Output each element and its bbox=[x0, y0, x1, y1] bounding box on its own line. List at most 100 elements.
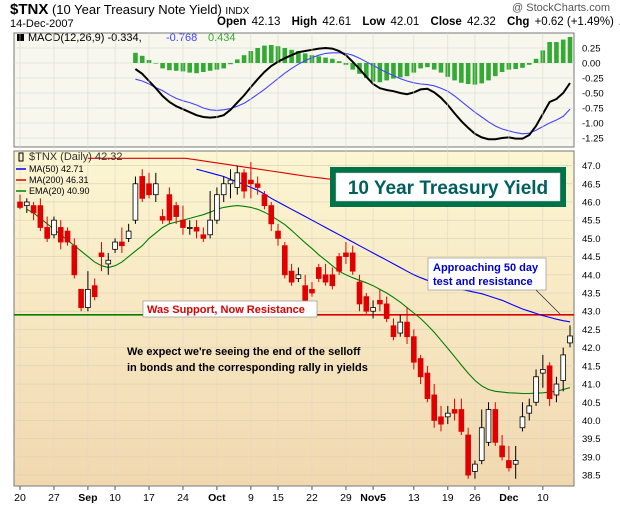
candle-body bbox=[214, 194, 220, 221]
open-value: 42.13 bbox=[251, 16, 281, 28]
title-box-inner bbox=[335, 172, 561, 202]
candle-body bbox=[329, 274, 336, 287]
annotations: 10 Year Treasury Yield Approaching 50 day… bbox=[127, 167, 566, 374]
support-note-text: Was Support, Now Resistance bbox=[147, 304, 305, 316]
quote-line: Open 42.13 High 42.61 Low 42.01 Close 42… bbox=[217, 16, 620, 28]
candle-body bbox=[85, 288, 91, 308]
macd-histogram-bar bbox=[425, 63, 430, 68]
candle-body bbox=[553, 383, 560, 396]
x-tick-label: 10 bbox=[537, 492, 549, 504]
candle-body bbox=[540, 369, 546, 374]
macd-histogram-bar bbox=[268, 45, 274, 63]
candle-body bbox=[207, 219, 213, 236]
candle-body bbox=[404, 321, 410, 338]
x-tick-label: 15 bbox=[272, 492, 284, 504]
symbol: $TNX bbox=[10, 1, 49, 18]
macd-y-tick-label: -1.00 bbox=[582, 119, 604, 130]
title-box-text: 10 Year Treasury Yield bbox=[348, 178, 548, 199]
candle-body bbox=[186, 227, 193, 229]
candle-body bbox=[23, 201, 30, 207]
candle-body bbox=[166, 194, 173, 221]
candle-body bbox=[30, 205, 37, 214]
price-y-tick-label: 38.5 bbox=[582, 471, 601, 482]
price-y-tick-label: 42.5 bbox=[582, 325, 601, 336]
quote-date: 14-Dec-2007 bbox=[10, 18, 74, 30]
x-tick-label: 9 bbox=[248, 492, 254, 504]
candle-body bbox=[492, 409, 499, 443]
macd-histogram-bar bbox=[160, 63, 165, 69]
candle-body bbox=[282, 245, 288, 276]
macd-histogram-bar bbox=[241, 55, 247, 63]
candle-body bbox=[567, 335, 573, 344]
price-legend-swatch bbox=[18, 152, 24, 162]
macd-histogram-bar bbox=[554, 42, 559, 63]
price-y-tick-label: 41.0 bbox=[582, 380, 601, 391]
price-y-tick-label: 44.5 bbox=[582, 252, 601, 263]
candle-body bbox=[180, 219, 186, 228]
high-label: High bbox=[291, 16, 318, 28]
macd-y-tick-label: -0.25 bbox=[582, 74, 604, 85]
candle-body bbox=[220, 183, 227, 196]
macd-plot-area bbox=[13, 32, 575, 148]
price-y-tick-label: 39.0 bbox=[582, 452, 601, 463]
macd-y-tick-label: -0.75 bbox=[582, 104, 604, 115]
macd-histogram-bar bbox=[465, 63, 471, 84]
macd-histogram-bar bbox=[228, 63, 233, 65]
macd-histogram-bar bbox=[296, 51, 301, 63]
macd-y-tick-label: -0.50 bbox=[582, 89, 604, 100]
candle-body bbox=[302, 285, 308, 301]
candle-body bbox=[383, 303, 390, 319]
macd-legend-swatch bbox=[17, 34, 24, 41]
macd-y-tick-label: 0.00 bbox=[582, 59, 601, 70]
macd-histogram-bar bbox=[289, 49, 294, 63]
x-tick-label: 10 bbox=[109, 492, 121, 504]
exchange: INDX bbox=[225, 6, 250, 17]
candle-body bbox=[139, 176, 146, 199]
candle-body bbox=[390, 325, 397, 338]
candle-body bbox=[159, 216, 166, 221]
candle-body bbox=[241, 172, 247, 192]
candle-body bbox=[268, 205, 275, 225]
x-tick-label: 20 bbox=[14, 492, 26, 504]
macd-histogram-bar bbox=[384, 63, 389, 81]
macd-histogram-bar bbox=[139, 55, 145, 63]
candle-body bbox=[349, 252, 356, 272]
macd-histogram-bar bbox=[316, 56, 322, 63]
macd-histogram-bar bbox=[234, 59, 240, 63]
candle-body bbox=[533, 376, 539, 403]
macd-histogram-bar bbox=[282, 48, 288, 63]
x-tick-label: Oct bbox=[208, 492, 226, 504]
candle-body bbox=[438, 416, 444, 425]
macd-legend-signal: -0.768 bbox=[166, 32, 197, 44]
candle-body bbox=[119, 241, 125, 247]
high-value: 42.61 bbox=[322, 16, 352, 28]
macd-histogram-bar bbox=[520, 63, 525, 68]
candle-body bbox=[200, 234, 207, 239]
price-y-tick-label: 47.0 bbox=[582, 161, 601, 172]
macd-histogram-bar bbox=[167, 63, 172, 71]
credit-text[interactable]: @ StockCharts.com bbox=[512, 2, 610, 14]
candle-body bbox=[465, 434, 471, 476]
candle-body bbox=[288, 270, 295, 283]
security-name: (10 Year Treasury Note Yield) bbox=[51, 2, 222, 17]
candle-body bbox=[57, 227, 64, 243]
low-value: 42.01 bbox=[390, 16, 420, 28]
ma50-legend-label: MA(50) 42.71 bbox=[29, 164, 84, 174]
macd-histogram-bar bbox=[418, 63, 423, 69]
x-tick-label: 17 bbox=[143, 492, 155, 504]
macd-histogram-bar bbox=[459, 63, 464, 83]
x-axis: 20 27 Sep 10 17 24 Oct 9 15 22 29 Nov5 13 19 26 Dec 10 bbox=[14, 486, 549, 504]
candle-body bbox=[444, 412, 451, 418]
candle-body bbox=[458, 409, 465, 432]
chg-label: Chg bbox=[507, 16, 530, 28]
ema20-legend-label: EMA(20) 40.90 bbox=[29, 186, 90, 196]
macd-histogram-bar bbox=[486, 63, 491, 81]
x-tick-label: 27 bbox=[48, 492, 60, 504]
macd-histogram-bar bbox=[391, 63, 396, 79]
price-y-tick-label: 41.5 bbox=[582, 361, 601, 372]
candle-body bbox=[125, 230, 132, 239]
price-y-tick-label: 39.5 bbox=[582, 434, 601, 445]
candle-body bbox=[261, 194, 268, 207]
macd-histogram-bar bbox=[560, 39, 566, 63]
